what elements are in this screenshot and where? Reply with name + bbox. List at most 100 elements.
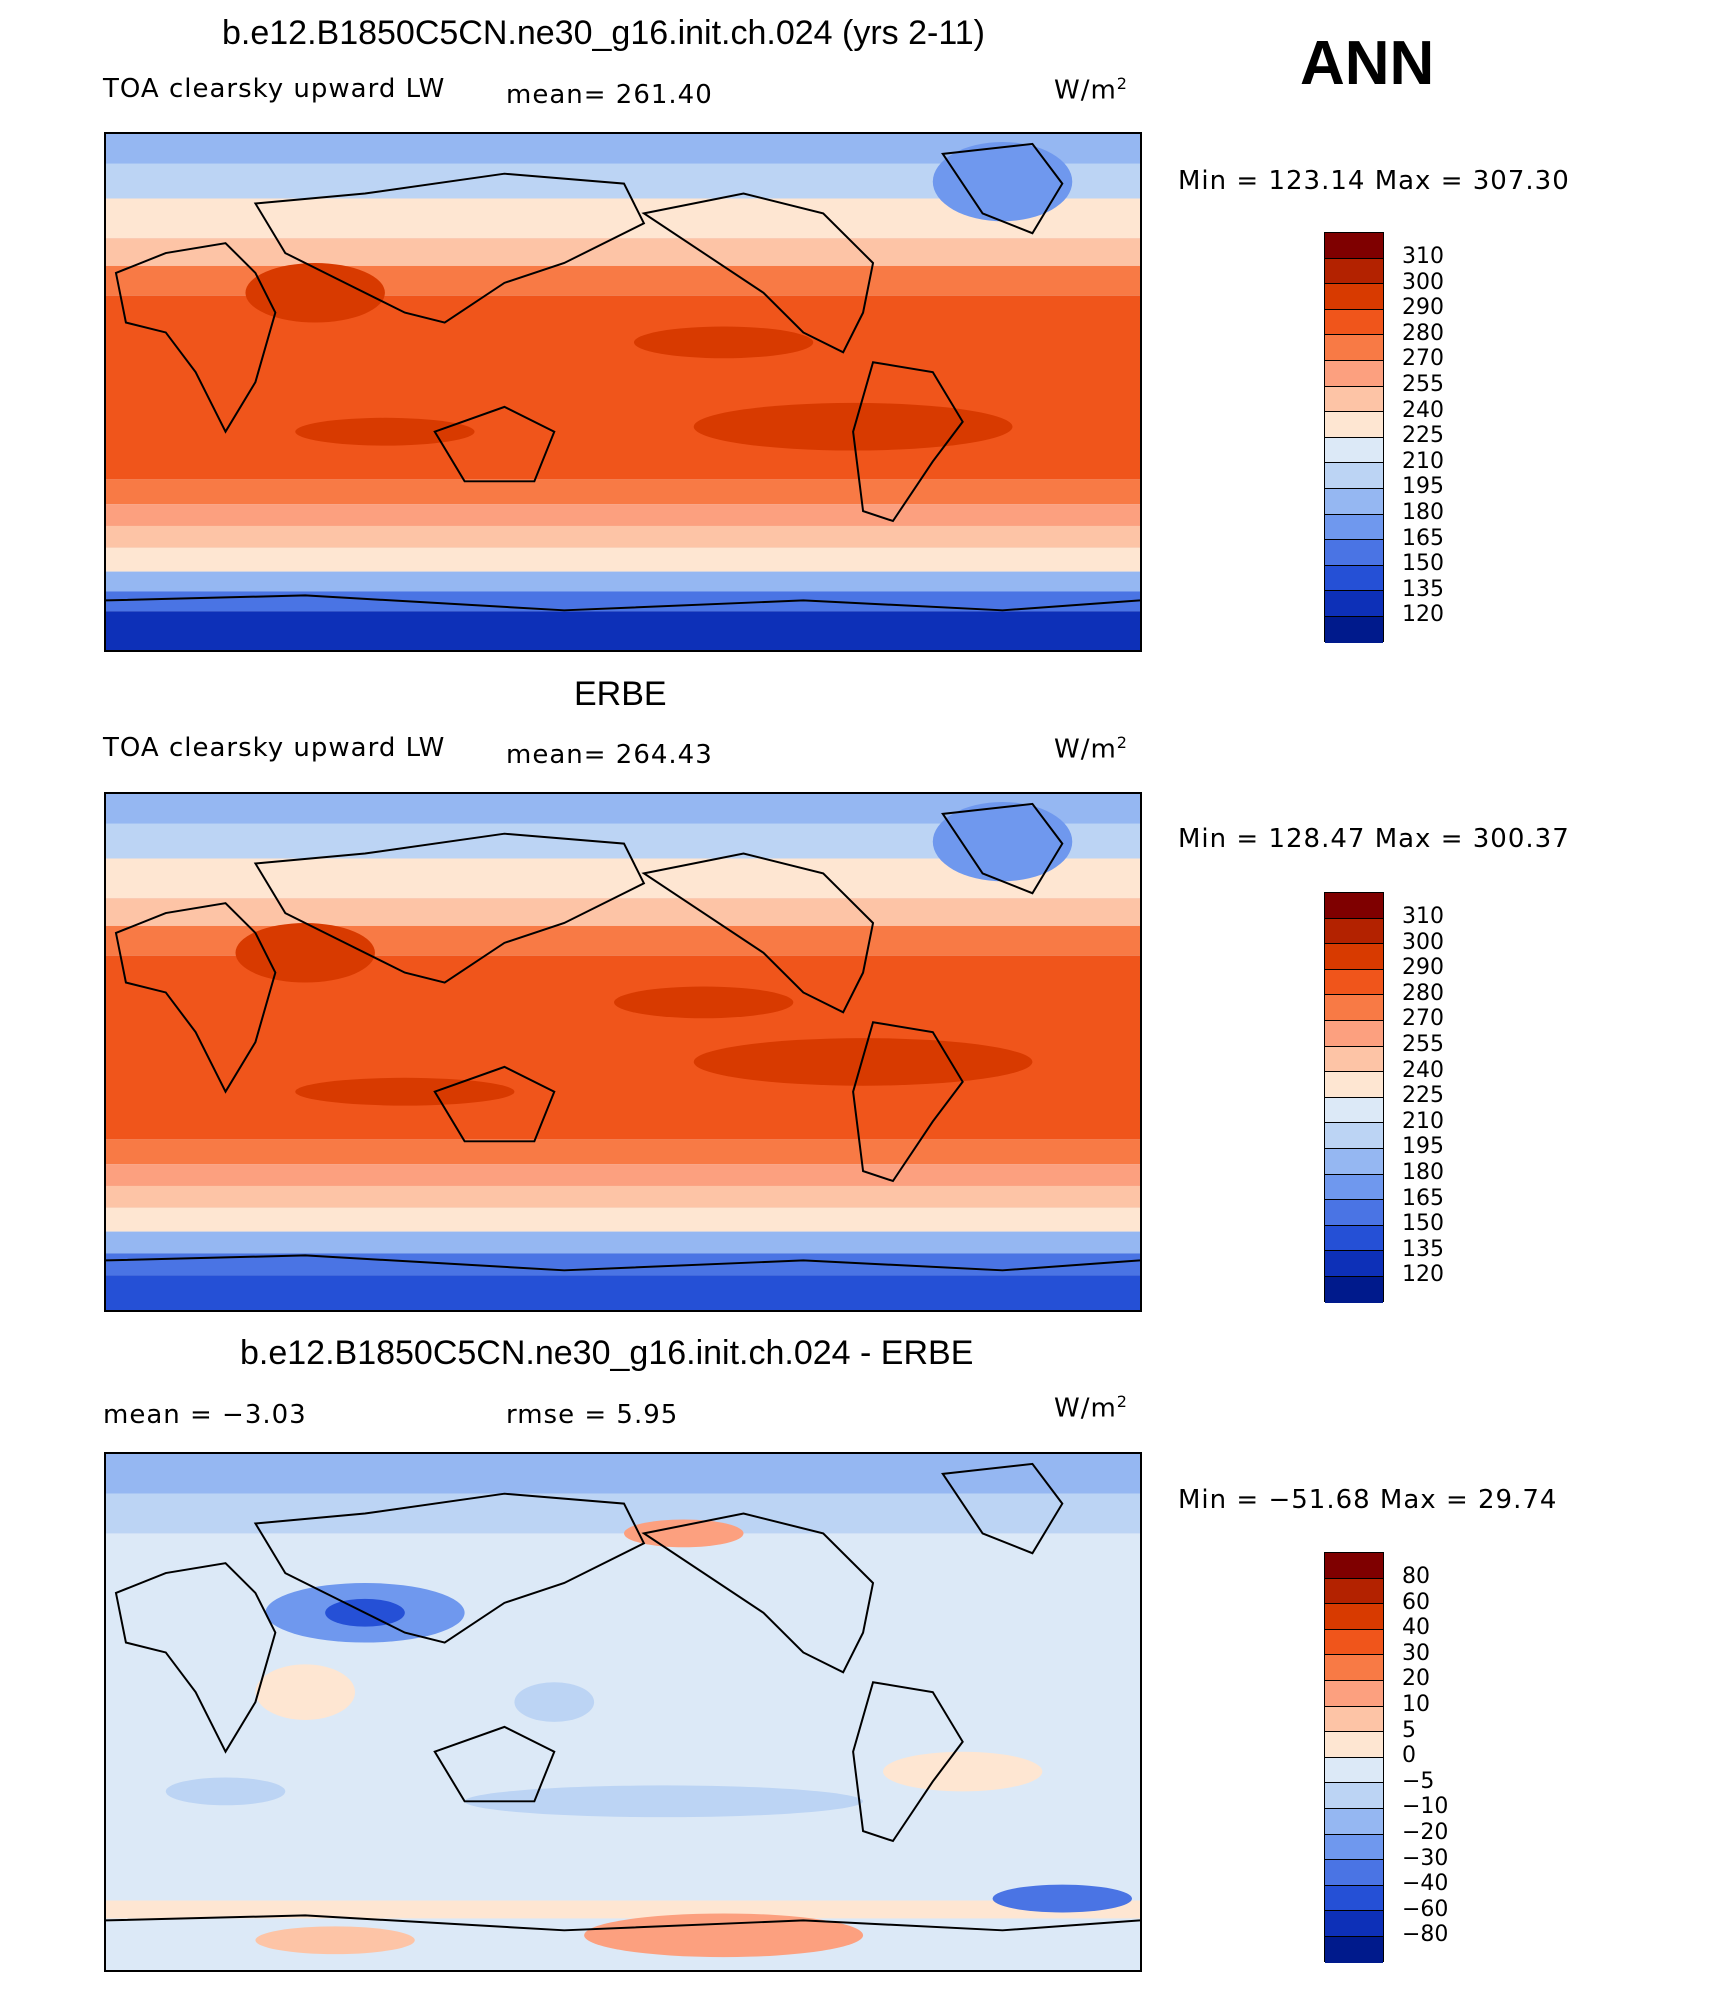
panel3-units: W/m2: [1054, 1392, 1128, 1424]
panel2-mean: mean= 264.43: [506, 740, 713, 770]
panel1-map: [104, 132, 1142, 652]
panel1-cbar-label: 225: [1402, 423, 1444, 449]
season-label: ANN: [1300, 29, 1435, 98]
panel3-cbar-box: [1325, 1553, 1383, 1579]
panel2-cbar-label: 195: [1402, 1134, 1444, 1160]
panel3-cbar-box: [1325, 1757, 1383, 1784]
panel1-cbar-box: [1325, 488, 1383, 515]
panel1-cbar-box: [1325, 540, 1383, 566]
panel3-cbar-box: [1325, 1808, 1383, 1835]
panel3-cbar-box: [1325, 1860, 1383, 1886]
panel3-cbar-label: −80: [1402, 1922, 1449, 1948]
panel1-cbar-label: 290: [1402, 295, 1444, 321]
panel2-cbar-box: [1325, 1251, 1383, 1277]
panel2-cbar-label: 290: [1402, 955, 1444, 981]
panel1-units: W/m2: [1054, 74, 1128, 106]
panel2-cbar-label: 210: [1402, 1108, 1444, 1134]
panel1-cbar-box: [1325, 258, 1383, 285]
panel1-cbar-box: [1325, 437, 1383, 464]
panel2-cbar-box: [1325, 995, 1383, 1021]
panel1-mean: mean= 261.40: [506, 80, 713, 110]
panel2-map-plot: [106, 794, 1140, 1310]
panel2-cbar-box: [1325, 1046, 1383, 1073]
panel1-cbar-label: 310: [1402, 244, 1444, 269]
panel3-cbar-label: 30: [1402, 1640, 1430, 1666]
panel1-cbar-box: [1325, 335, 1383, 361]
panel2-cbar-label: 150: [1402, 1211, 1444, 1237]
panel2-map: [104, 792, 1142, 1312]
panel2-cbar-box: [1325, 1020, 1383, 1047]
panel2-cbar-label: 310: [1402, 904, 1444, 929]
panel1-case-title: b.e12.B1850C5CN.ne30_g16.init.ch.024 (yr…: [222, 14, 985, 52]
panel3-cbar-label: −5: [1402, 1768, 1435, 1794]
panel2-cbar-label: 165: [1402, 1185, 1444, 1211]
panel2-case-title: ERBE: [574, 675, 667, 713]
panel1-cbar-labels: 310 300 290 280 270 255 240 225 210 195 …: [1402, 244, 1444, 628]
panel3-cbar-label: 5: [1402, 1717, 1416, 1743]
panel1-colorbar: [1324, 232, 1384, 643]
panel2-cbar-box: [1325, 1174, 1383, 1201]
panel3-cbar-label: −30: [1402, 1845, 1449, 1871]
panel1-cbar-label: 135: [1402, 576, 1444, 602]
panel3-cbar-box: [1325, 1629, 1383, 1656]
panel2-colorbar: [1324, 892, 1384, 1303]
panel2-cbar-labels: 310 300 290 280 270 255 240 225 210 195 …: [1402, 904, 1444, 1288]
panel1-cbar-label: 210: [1402, 448, 1444, 474]
panel3-rmse: rmse = 5.95: [506, 1400, 679, 1430]
panel2-cbar-box: [1325, 1148, 1383, 1175]
panel3-cbar-label: −20: [1402, 1819, 1449, 1845]
panel3-cbar-label: −40: [1402, 1871, 1449, 1897]
panel3-cbar-label: −60: [1402, 1896, 1449, 1922]
panel3-cbar-box: [1325, 1578, 1383, 1605]
panel1-cbar-label: 280: [1402, 320, 1444, 346]
panel2-minmax: Min = 128.47 Max = 300.37: [1178, 824, 1570, 854]
panel1-cbar-label: 180: [1402, 499, 1444, 525]
panel3-cbar-box: [1325, 1936, 1383, 1963]
panel1-variable: TOA clearsky upward LW: [103, 74, 446, 104]
panel2-cbar-box: [1325, 1072, 1383, 1098]
panel2-cbar-box: [1325, 969, 1383, 996]
panel1-cbar-box: [1325, 233, 1383, 259]
panel1-cbar-box: [1325, 386, 1383, 413]
panel1-cbar-box: [1325, 309, 1383, 336]
panel2-cbar-label: 180: [1402, 1159, 1444, 1185]
panel3-map-plot: [106, 1454, 1140, 1970]
panel2-cbar-label: 135: [1402, 1236, 1444, 1262]
panel1-cbar-box: [1325, 514, 1383, 541]
panel1-cbar-label: 300: [1402, 269, 1444, 295]
panel1-cbar-label: 240: [1402, 397, 1444, 423]
panel1-cbar-box: [1325, 616, 1383, 643]
panel2-cbar-label: 255: [1402, 1031, 1444, 1057]
panel2-cbar-label: 225: [1402, 1083, 1444, 1109]
panel2-cbar-label: 120: [1402, 1262, 1444, 1288]
panel1-cbar-label: 120: [1402, 602, 1444, 628]
panel1-cbar-label: 270: [1402, 346, 1444, 372]
panel1-cbar-label: 165: [1402, 525, 1444, 551]
panel1-cbar-box: [1325, 284, 1383, 310]
panel1-map-plot: [106, 134, 1140, 650]
panel2-cbar-label: 300: [1402, 929, 1444, 955]
panel1-cbar-box: [1325, 565, 1383, 592]
panel1-cbar-box: [1325, 463, 1383, 489]
panel3-cbar-label: 80: [1402, 1564, 1430, 1589]
panel3-cbar-box: [1325, 1834, 1383, 1861]
panel3-cbar-box: [1325, 1655, 1383, 1681]
panel1-cbar-box: [1325, 360, 1383, 387]
panel3-cbar-label: 20: [1402, 1666, 1430, 1692]
panel3-cbar-box: [1325, 1885, 1383, 1912]
panel3-cbar-box: [1325, 1783, 1383, 1809]
panel2-cbar-box: [1325, 1225, 1383, 1252]
panel3-cbar-label: 40: [1402, 1615, 1430, 1641]
panel3-cbar-box: [1325, 1911, 1383, 1937]
panel1-cbar-box: [1325, 591, 1383, 617]
panel2-cbar-box: [1325, 1123, 1383, 1149]
panel1-minmax: Min = 123.14 Max = 307.30: [1178, 166, 1570, 196]
panel1-cbar-box: [1325, 412, 1383, 438]
panel2-cbar-box: [1325, 944, 1383, 970]
panel2-cbar-box: [1325, 1097, 1383, 1124]
panel1-cbar-label: 255: [1402, 371, 1444, 397]
panel3-cbar-label: 60: [1402, 1589, 1430, 1615]
panel2-cbar-label: 270: [1402, 1006, 1444, 1032]
panel2-cbar-box: [1325, 1200, 1383, 1226]
panel2-cbar-box: [1325, 1276, 1383, 1303]
